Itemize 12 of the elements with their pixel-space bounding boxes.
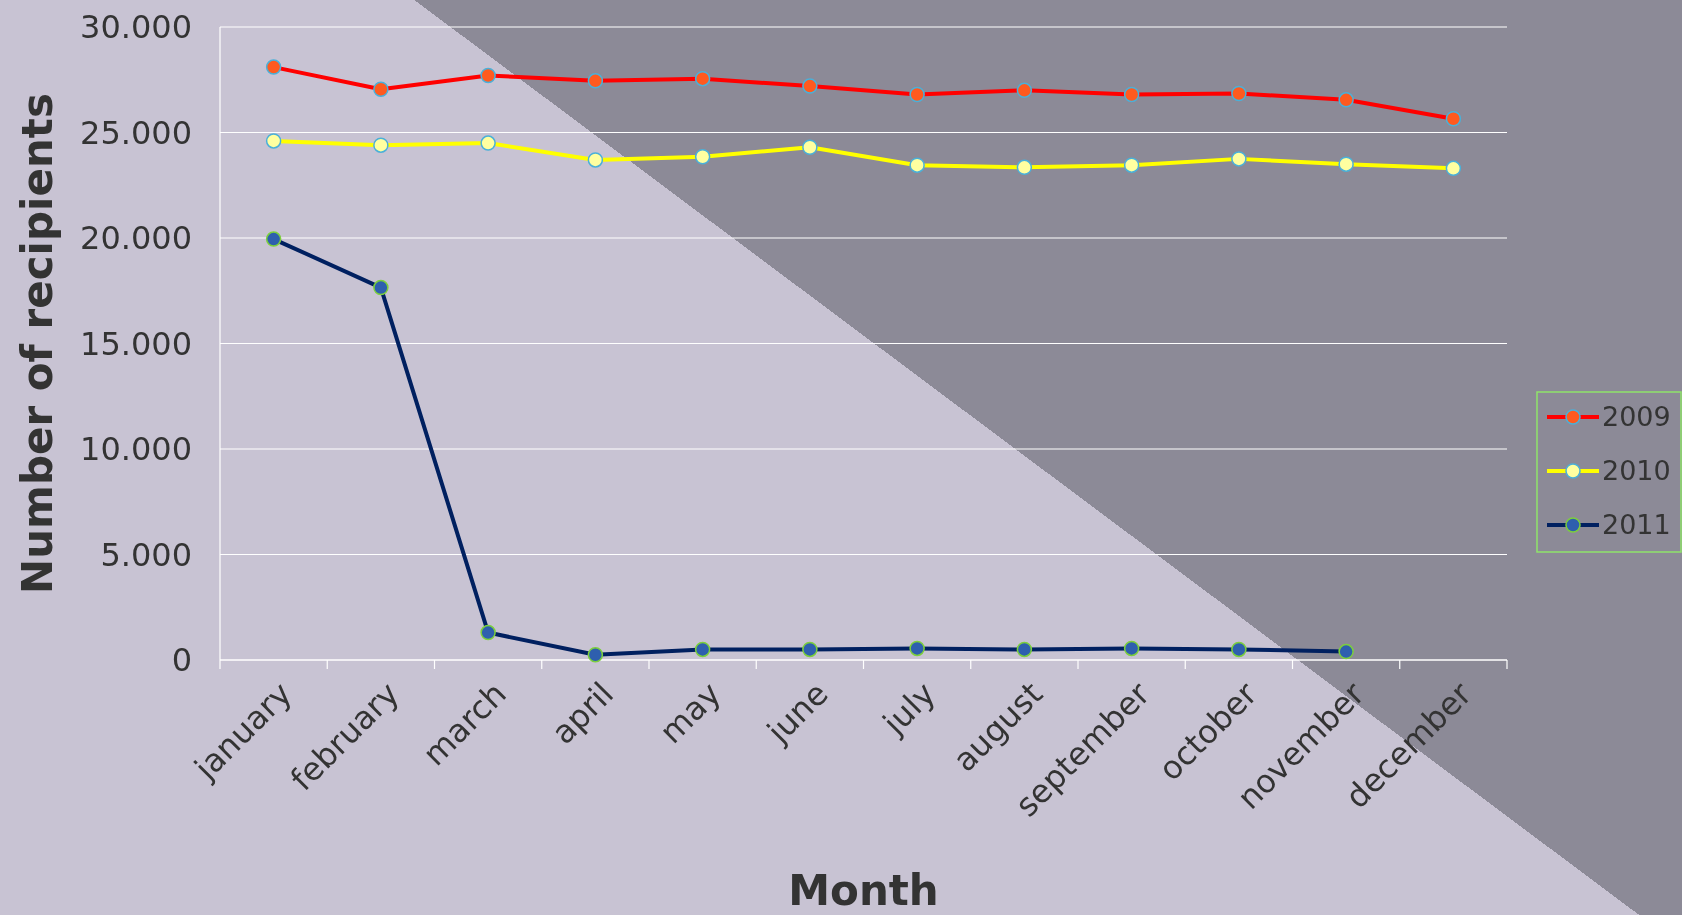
y-tick-label: 20.000	[80, 219, 192, 258]
x-axis-title: Month	[788, 866, 939, 915]
y-tick-label: 15.000	[80, 324, 192, 363]
legend-label: 2009	[1602, 401, 1671, 433]
y-tick-label: 30.000	[80, 8, 192, 47]
y-tick-label: 10.000	[80, 430, 192, 469]
y-tick-label: 0	[171, 641, 192, 680]
y-axis-title: Number of recipients	[13, 93, 62, 594]
y-tick-label: 5.000	[100, 535, 192, 574]
legend-label: 2011	[1602, 509, 1671, 541]
legend-label: 2010	[1602, 455, 1671, 487]
y-tick-label: 25.000	[80, 113, 192, 152]
